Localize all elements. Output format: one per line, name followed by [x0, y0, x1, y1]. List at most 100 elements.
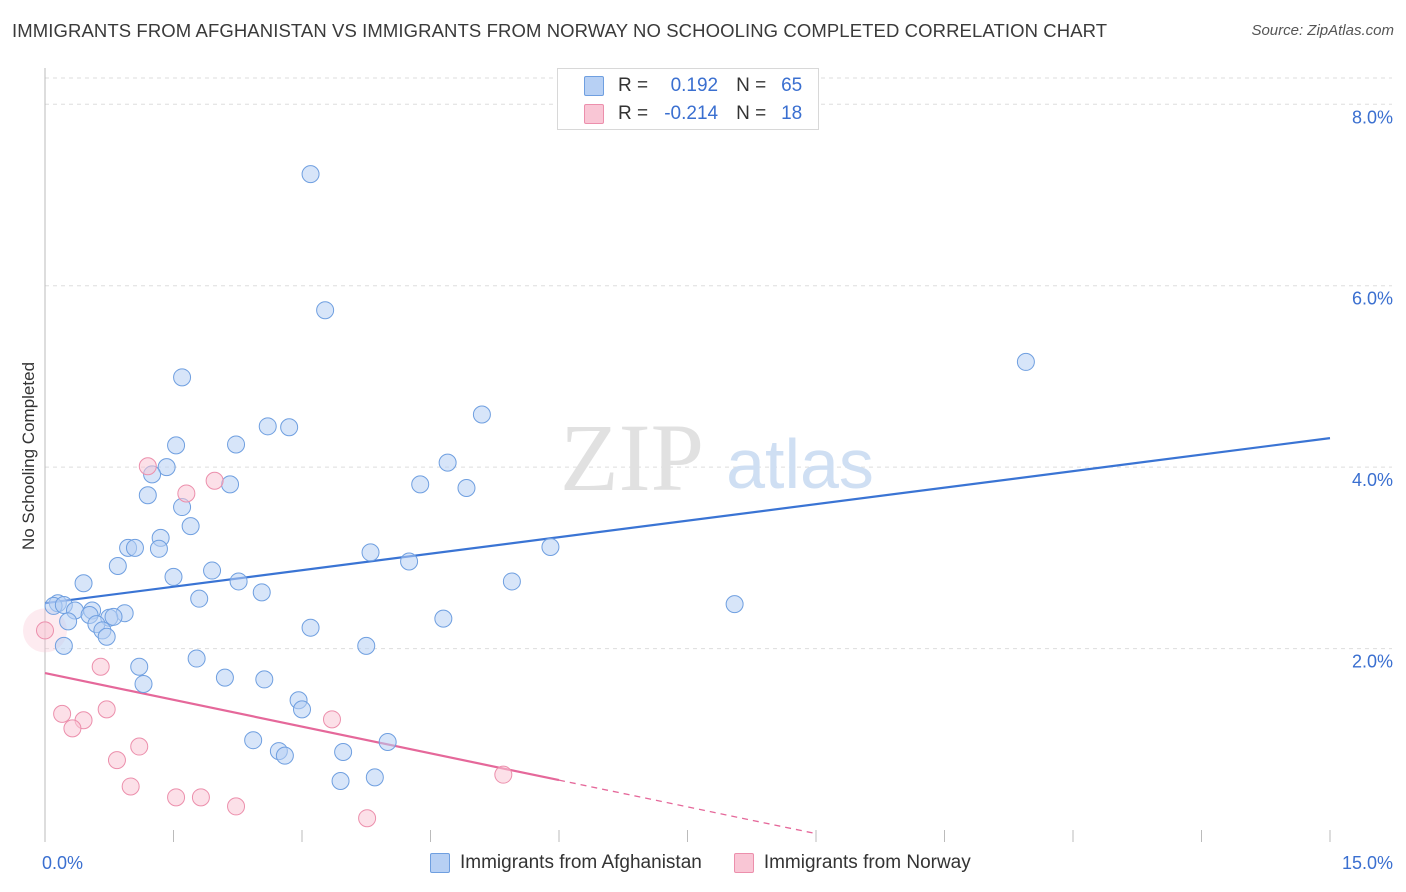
point-afghanistan: [59, 612, 78, 631]
point-afghanistan: [134, 674, 153, 693]
point-afghanistan: [190, 589, 209, 608]
point-afghanistan: [229, 572, 248, 591]
point-norway: [130, 737, 149, 756]
series-legend-swatch-norway: [733, 853, 754, 873]
point-afghanistan: [167, 436, 186, 455]
series-legend-label-afghanistan: Immigrants from Afghanistan: [460, 852, 702, 873]
series-legend-item-afghanistan[interactable]: Immigrants from Afghanistan: [430, 852, 702, 874]
legend-n-label: N =: [736, 75, 767, 96]
legend-r-value-afghanistan: 0.192: [670, 75, 719, 96]
point-norway: [91, 657, 110, 676]
point-afghanistan: [149, 539, 168, 558]
point-afghanistan: [316, 301, 335, 320]
point-afghanistan: [457, 479, 476, 498]
legend-r-label: R =: [618, 103, 649, 124]
point-afghanistan: [357, 636, 376, 655]
point-norway: [205, 471, 224, 490]
point-norway: [121, 777, 140, 796]
point-afghanistan: [221, 475, 240, 494]
point-afghanistan: [280, 418, 299, 437]
point-afghanistan: [293, 700, 311, 719]
point-afghanistan: [411, 475, 430, 494]
point-afghanistan: [301, 618, 320, 637]
point-afghanistan: [108, 557, 127, 576]
axis-layer: 2.0% 4.0% 6.0% 8.0% 0.0% 15.0%: [42, 68, 1393, 873]
trend-layer: [44, 437, 1331, 835]
legend-n-label: N =: [736, 103, 767, 124]
point-afghanistan: [275, 746, 294, 765]
point-afghanistan: [157, 458, 176, 477]
y-axis-title: No Schooling Completed: [19, 362, 38, 550]
legend-swatch-norway: [584, 104, 604, 124]
point-afghanistan: [1016, 352, 1035, 371]
source-credit: Source: ZipAtlas.com: [1251, 22, 1394, 39]
legend-r-value-norway: -0.214: [664, 103, 719, 124]
point-afghanistan: [725, 595, 744, 614]
trendline-afghanistan: [44, 437, 1331, 605]
correlation-legend: R = 0.192 N = 65 R = -0.214 N = 18: [557, 68, 819, 130]
x-tick-label: 0.0%: [42, 853, 83, 873]
legend-n-value-afghanistan: 65: [781, 75, 803, 96]
point-afghanistan: [227, 435, 246, 454]
point-norway: [36, 621, 54, 640]
point-norway: [138, 457, 157, 476]
point-afghanistan: [378, 733, 397, 752]
point-afghanistan: [472, 405, 491, 424]
series-legend-swatch-afghanistan: [430, 853, 450, 873]
point-afghanistan: [502, 572, 521, 591]
point-norway: [191, 788, 210, 807]
legend-row-norway: R = -0.214 N = 18: [558, 101, 802, 127]
point-afghanistan: [104, 607, 123, 626]
y-tick-label: 6.0%: [1352, 289, 1393, 309]
trendline-norway-extension: [558, 779, 817, 835]
point-afghanistan: [255, 670, 274, 689]
series-legend: Immigrants from Afghanistan Immigrants f…: [430, 852, 1003, 874]
legend-row-afghanistan: R = 0.192 N = 65: [558, 73, 802, 99]
point-afghanistan: [334, 742, 353, 761]
point-afghanistan: [173, 368, 192, 387]
point-afghanistan: [361, 543, 380, 562]
point-afghanistan: [434, 609, 453, 628]
point-afghanistan: [365, 768, 384, 787]
point-norway: [53, 704, 72, 723]
point-norway: [167, 788, 186, 807]
point-afghanistan: [125, 538, 144, 557]
point-afghanistan: [244, 731, 263, 750]
y-tick-label: 2.0%: [1352, 652, 1393, 672]
point-norway: [107, 751, 126, 770]
point-norway: [358, 809, 377, 828]
point-afghanistan: [187, 649, 206, 668]
trendline-norway: [44, 671, 560, 782]
point-afghanistan: [54, 636, 73, 655]
point-norway: [177, 484, 196, 503]
points-layer: [23, 165, 1035, 828]
watermark-atlas: atlas: [726, 425, 874, 503]
legend-n-value-norway: 18: [781, 103, 803, 124]
point-afghanistan: [541, 537, 560, 556]
point-norway: [322, 710, 341, 729]
point-afghanistan: [181, 517, 200, 536]
y-tick-label: 4.0%: [1352, 470, 1393, 490]
point-norway: [63, 719, 82, 738]
point-afghanistan: [301, 165, 320, 184]
legend-r-label: R =: [618, 75, 649, 96]
point-afghanistan: [138, 486, 157, 505]
x-tick-label: 15.0%: [1342, 853, 1393, 873]
point-afghanistan: [331, 772, 350, 791]
point-afghanistan: [438, 453, 457, 472]
watermark-zip: ZIP: [560, 404, 704, 511]
point-afghanistan: [215, 668, 234, 687]
series-legend-item-norway[interactable]: Immigrants from Norway: [733, 852, 971, 874]
series-legend-label-norway: Immigrants from Norway: [763, 852, 971, 873]
point-afghanistan: [164, 567, 183, 586]
point-afghanistan: [252, 583, 271, 602]
grid-layer: [45, 77, 1392, 650]
point-norway: [227, 797, 246, 816]
y-tick-label: 8.0%: [1352, 107, 1393, 127]
legend-swatch-afghanistan: [584, 76, 604, 96]
point-afghanistan: [74, 574, 93, 593]
point-afghanistan: [203, 561, 222, 580]
point-afghanistan: [258, 417, 277, 436]
point-afghanistan: [97, 627, 116, 646]
